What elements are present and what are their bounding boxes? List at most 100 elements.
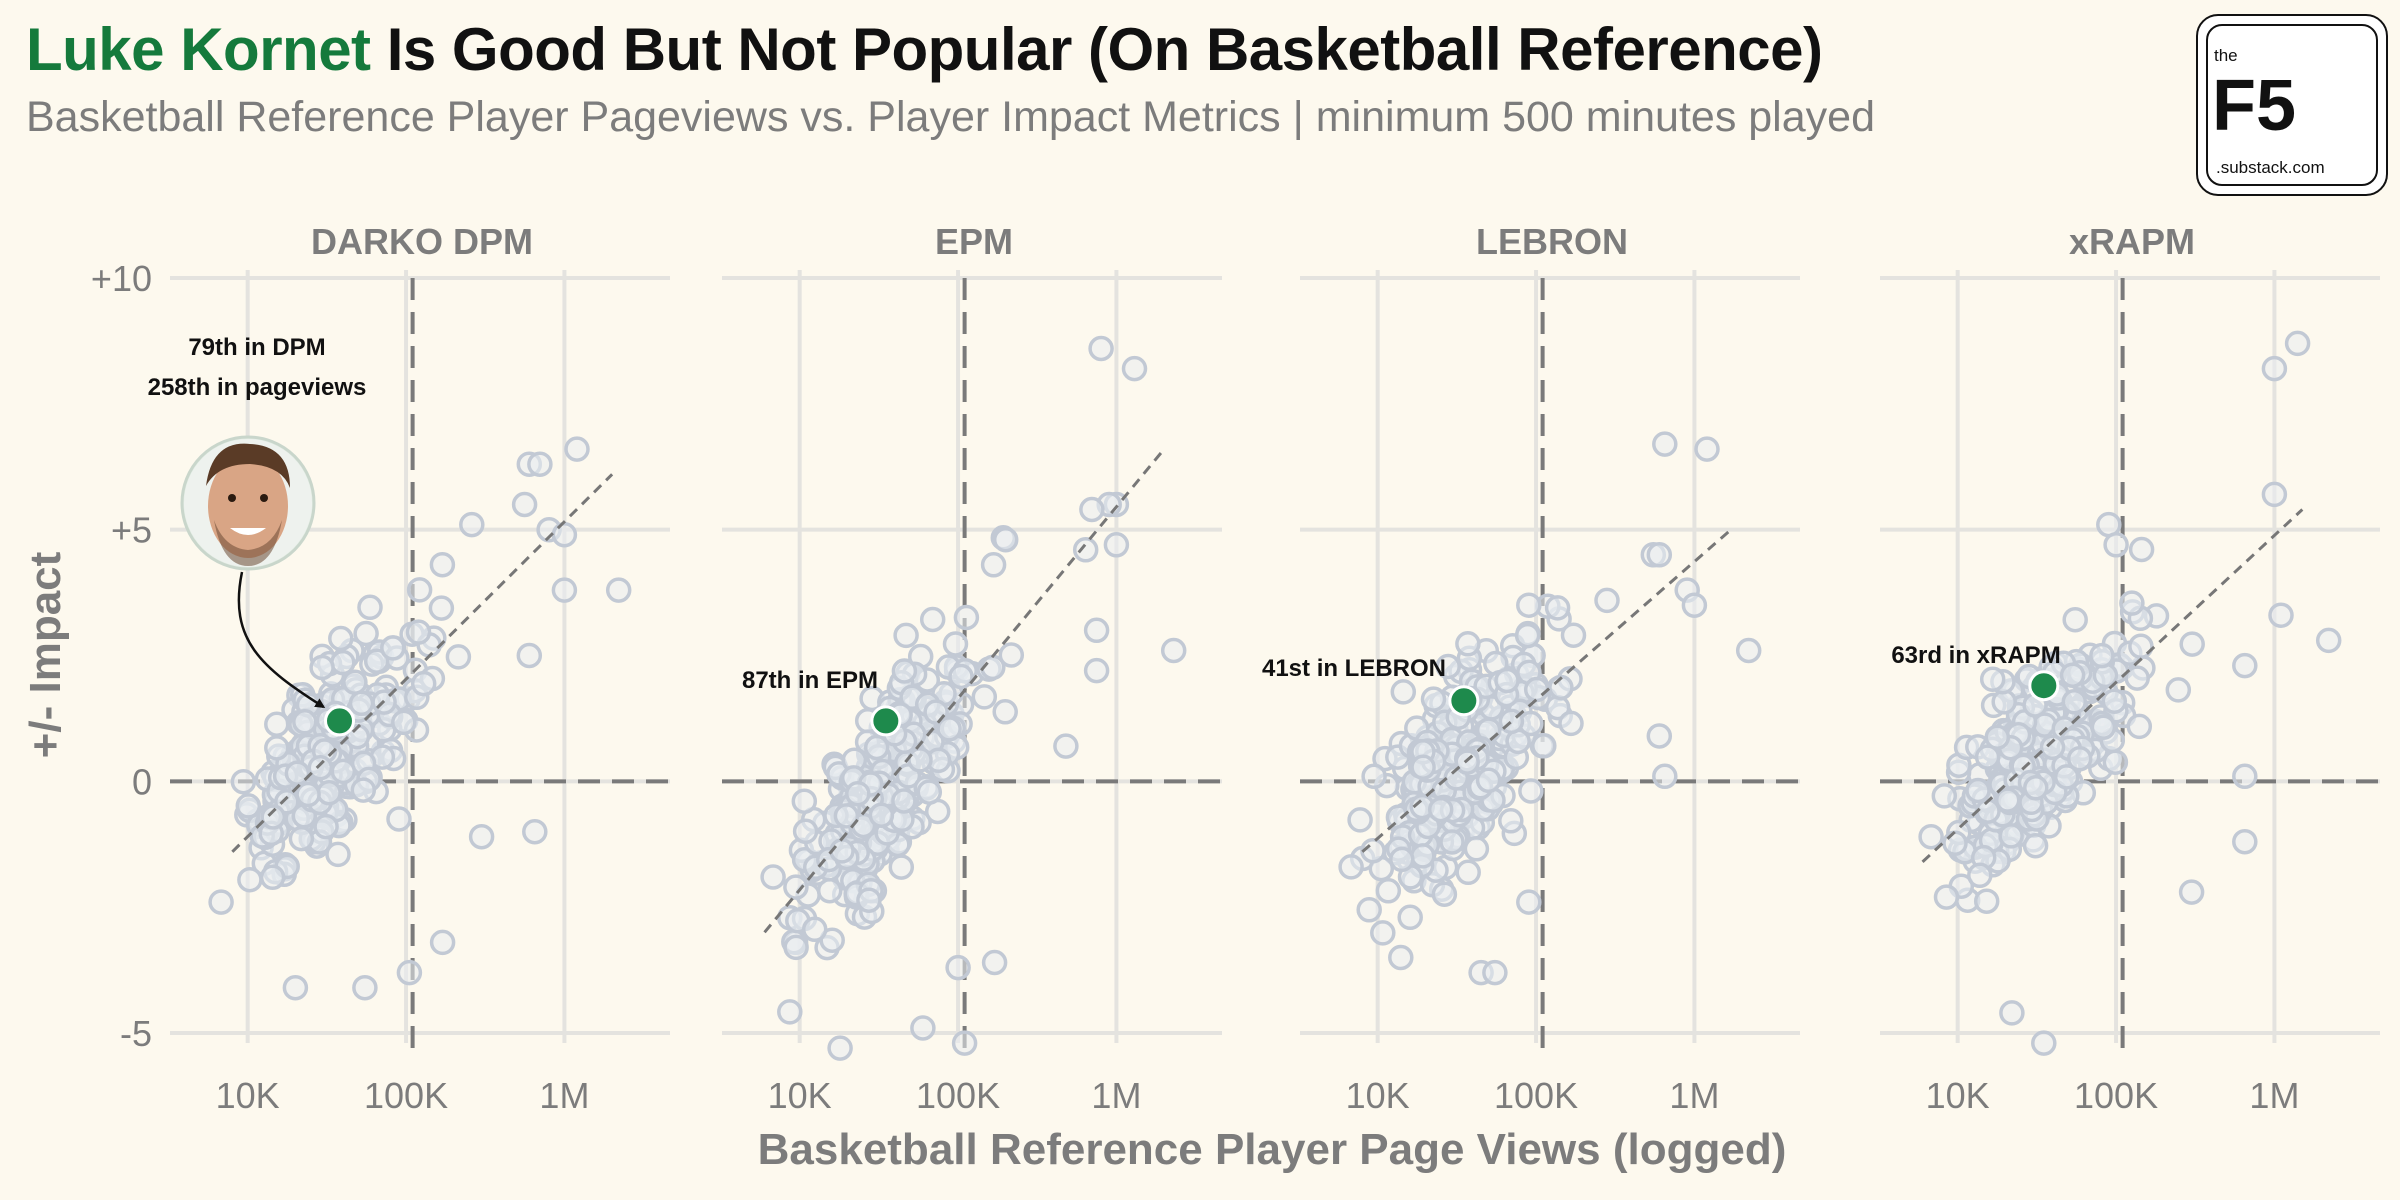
- data-point: [1356, 897, 1382, 923]
- data-point: [348, 690, 375, 717]
- data-point: [551, 577, 578, 603]
- data-point: [891, 788, 917, 814]
- headshot-eye: [260, 494, 268, 502]
- headshot-eye: [228, 494, 236, 502]
- data-point: [2128, 633, 2154, 660]
- data-point: [288, 825, 315, 852]
- x-tick-label: 1M: [2249, 1075, 2299, 1116]
- data-point: [284, 760, 311, 786]
- data-point: [208, 889, 234, 915]
- data-point: [2179, 631, 2205, 657]
- data-point: [2165, 677, 2192, 703]
- data-point: [1482, 959, 1508, 986]
- panel-title: DARKO DPM: [311, 221, 533, 262]
- data-point: [551, 521, 578, 548]
- data-point: [992, 699, 1018, 725]
- data-point: [1694, 436, 1720, 462]
- data-point: [363, 648, 390, 674]
- data-point: [2268, 602, 2294, 628]
- headshot-face-group: [184, 439, 312, 567]
- data-point: [1942, 830, 1968, 856]
- y-tick-label: +5: [111, 510, 152, 551]
- panel-title: LEBRON: [1476, 221, 1628, 262]
- x-tick-label: 100K: [1494, 1075, 1578, 1116]
- f5-logo: the F5 .substack.com: [2196, 14, 2388, 196]
- headshot-hair: [206, 443, 290, 488]
- data-point: [1160, 637, 1187, 664]
- highlight-point: [2028, 670, 2060, 702]
- data-point: [1516, 592, 1542, 618]
- data-point: [237, 866, 263, 893]
- data-point: [564, 436, 590, 462]
- data-point: [845, 780, 871, 807]
- data-point: [342, 669, 368, 695]
- data-point: [1984, 724, 2011, 750]
- data-point: [1088, 335, 1114, 362]
- data-point: [868, 802, 895, 828]
- data-point: [1735, 637, 1762, 664]
- data-point: [1999, 1000, 2025, 1026]
- data-point: [1998, 823, 2024, 849]
- data-point: [2031, 1030, 2057, 1056]
- data-point: [1994, 787, 2021, 813]
- data-point: [380, 635, 406, 661]
- data-point: [1121, 355, 1148, 382]
- data-point: [1652, 431, 1678, 457]
- data-point: [292, 709, 318, 735]
- data-point: [2089, 642, 2115, 669]
- highlight-label: 41st in LEBRON: [1262, 655, 1446, 682]
- data-point: [264, 735, 290, 761]
- data-point: [527, 451, 553, 477]
- data-point: [1965, 777, 1991, 804]
- data-point: [1523, 676, 1550, 703]
- data-point: [316, 779, 342, 806]
- data-point: [1427, 796, 1454, 823]
- x-tick-label: 100K: [364, 1075, 448, 1116]
- data-point: [783, 934, 809, 961]
- data-point: [391, 709, 417, 736]
- data-point: [386, 806, 412, 832]
- headshot-smile: [230, 528, 266, 535]
- data-point: [325, 841, 351, 868]
- data-point: [352, 974, 378, 1001]
- data-point: [259, 864, 286, 891]
- data-point: [2022, 832, 2049, 859]
- panel-title: EPM: [935, 221, 1013, 262]
- data-point: [1389, 846, 1415, 873]
- data-point: [2053, 764, 2080, 790]
- y-tick-label: +10: [91, 258, 152, 299]
- data-point: [1083, 657, 1110, 684]
- data-point: [406, 577, 433, 603]
- y-tick-label: -5: [120, 1013, 152, 1054]
- data-point: [980, 552, 1007, 578]
- data-point: [1410, 843, 1436, 869]
- data-point: [856, 887, 882, 913]
- highlight-label: 258th in pageviews: [148, 374, 367, 401]
- data-point: [1494, 667, 1520, 694]
- highlight-label: 87th in EPM: [742, 667, 878, 694]
- chart-title: Luke Kornet Is Good But Not Popular (On …: [26, 14, 2176, 86]
- data-point: [1973, 888, 2000, 914]
- data-point: [313, 813, 339, 840]
- data-point: [282, 974, 309, 1001]
- f5-logo-frame: [2206, 24, 2378, 186]
- data-point: [1435, 653, 1461, 680]
- data-point: [1455, 631, 1481, 657]
- data-point: [2062, 606, 2088, 633]
- data-point: [1338, 854, 1364, 880]
- data-point: [2261, 481, 2288, 508]
- headshot-face: [208, 454, 288, 558]
- data-point: [260, 804, 286, 830]
- data-point: [1979, 666, 2006, 692]
- data-point: [1918, 823, 1944, 850]
- data-point: [919, 606, 946, 633]
- data-point: [353, 620, 379, 647]
- data-point: [1646, 723, 1673, 749]
- data-point: [816, 877, 843, 904]
- data-point: [1558, 710, 1584, 737]
- data-point: [330, 758, 357, 785]
- data-point: [1083, 617, 1110, 644]
- data-point: [2103, 532, 2129, 558]
- data-point: [916, 779, 943, 805]
- data-point: [833, 803, 860, 829]
